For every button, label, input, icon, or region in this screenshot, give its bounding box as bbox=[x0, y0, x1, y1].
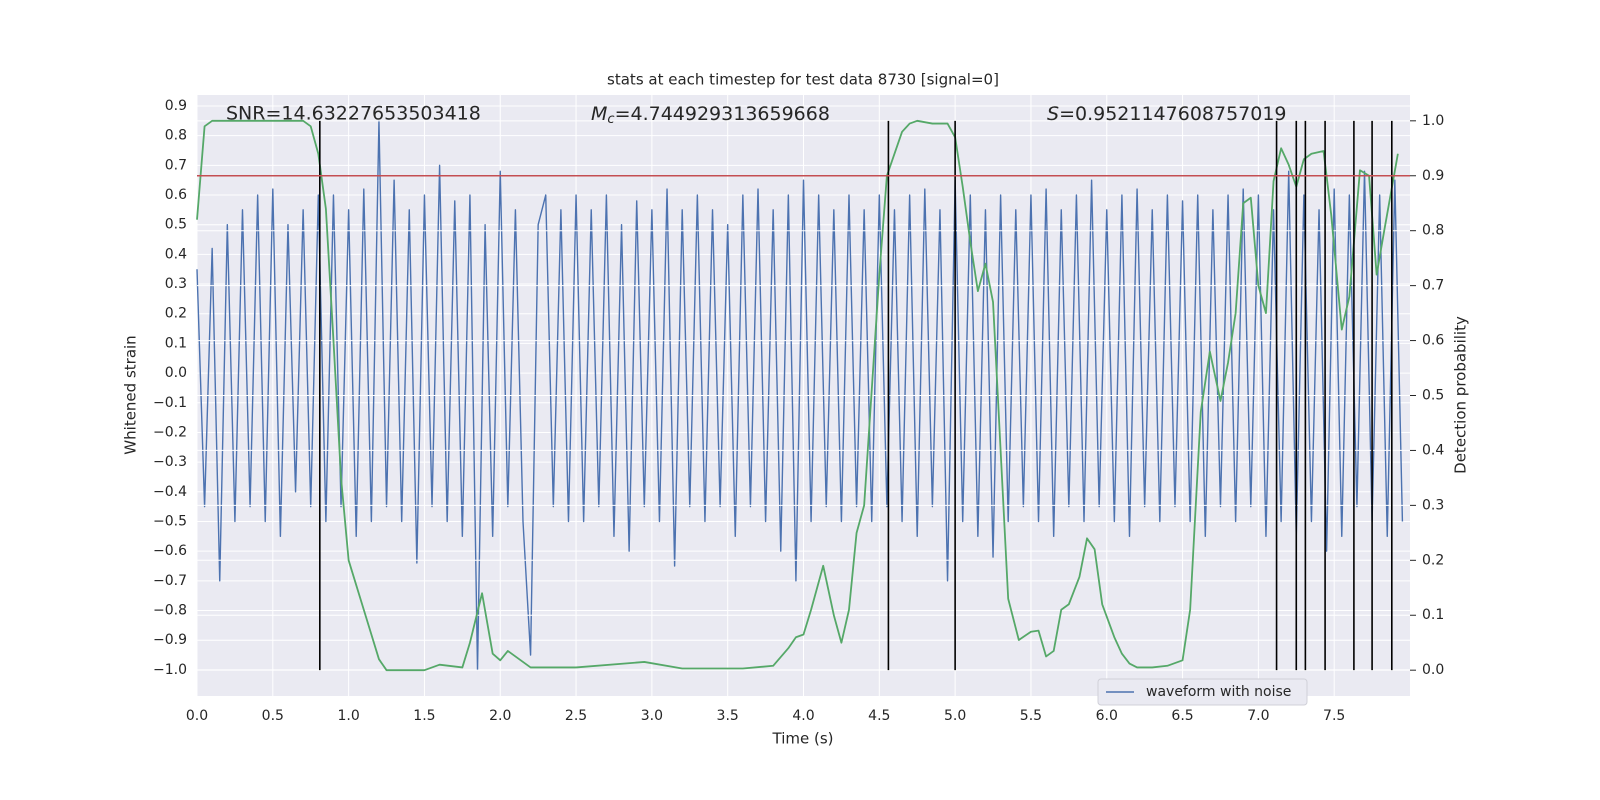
x-tick-label: 6.5 bbox=[1171, 708, 1193, 724]
secondary-layer bbox=[196, 119, 1410, 672]
y-tick-label: 0.9 bbox=[165, 98, 187, 114]
annotation-text: =0.9521147608757019 bbox=[1059, 103, 1286, 125]
annotation: SNR=14.63227653503418 bbox=[226, 103, 481, 125]
x-tick-label: 5.5 bbox=[1020, 708, 1042, 724]
y-tick-label: −0.9 bbox=[153, 632, 187, 648]
y-tick-label: −0.2 bbox=[153, 424, 187, 440]
y2-tick-label: 0.0 bbox=[1422, 662, 1444, 678]
y-tick-label: −0.8 bbox=[153, 603, 187, 619]
y-tick-label: −0.5 bbox=[153, 513, 187, 529]
x-tick-label: 6.0 bbox=[1096, 708, 1118, 724]
annotation-text: =4.744929313659668 bbox=[615, 103, 830, 125]
x-tick-label: 5.0 bbox=[944, 708, 966, 724]
x-tick-label: 7.5 bbox=[1323, 708, 1345, 724]
x-tick-label: 1.5 bbox=[413, 708, 435, 724]
y-tick-label: 0.0 bbox=[165, 365, 187, 381]
x-tick-label: 3.5 bbox=[717, 708, 739, 724]
y2-tick-label: 0.7 bbox=[1422, 278, 1444, 294]
y2-tick-label: 0.4 bbox=[1422, 442, 1444, 458]
y-tick-label: 0.4 bbox=[165, 246, 187, 262]
y-tick-label: 0.3 bbox=[165, 276, 187, 292]
series-line bbox=[196, 119, 1399, 672]
y-tick-label: 0.1 bbox=[165, 335, 187, 351]
y2-tick-label: 0.5 bbox=[1422, 388, 1444, 404]
y2-tick-label: 0.8 bbox=[1422, 223, 1444, 239]
y2-tick-label: 0.9 bbox=[1422, 168, 1444, 184]
annotation: S=0.9521147608757019 bbox=[1047, 103, 1287, 125]
y-tick-label: −1.0 bbox=[153, 662, 187, 678]
x-tick-label: 4.0 bbox=[792, 708, 814, 724]
y2-tick-label: 0.2 bbox=[1422, 552, 1444, 568]
y-tick-label: 0.5 bbox=[165, 217, 187, 233]
x-tick-label: 2.0 bbox=[489, 708, 511, 724]
annotation-symbol: M bbox=[591, 103, 607, 125]
y-tick-label: 0.7 bbox=[165, 157, 187, 173]
y-tick-label: −0.1 bbox=[153, 395, 187, 411]
y2-tick-label: 0.3 bbox=[1422, 497, 1444, 513]
y-tick-label: 0.6 bbox=[165, 187, 187, 203]
y-tick-label: −0.3 bbox=[153, 454, 187, 470]
x-tick-label: 0.0 bbox=[186, 708, 208, 724]
x-tick-label: 3.0 bbox=[641, 708, 663, 724]
x-tick-label: 2.5 bbox=[565, 708, 587, 724]
y-tick-label: 0.8 bbox=[165, 128, 187, 144]
y-axis-label: Whitened strain bbox=[122, 335, 140, 454]
y2-tick-label: 1.0 bbox=[1422, 113, 1444, 129]
y-tick-label: −0.6 bbox=[153, 543, 187, 559]
y-tick-label: −0.7 bbox=[153, 573, 187, 589]
series-line bbox=[196, 120, 1404, 671]
y2-tick-label: 0.1 bbox=[1422, 607, 1444, 623]
x-tick-label: 4.5 bbox=[868, 708, 890, 724]
y2-axis-label: Detection probability bbox=[1452, 316, 1470, 474]
y2-tick-label: 0.6 bbox=[1422, 333, 1444, 349]
legend-label: waveform with noise bbox=[1146, 684, 1291, 700]
x-tick-label: 7.0 bbox=[1247, 708, 1269, 724]
legend: waveform with noise bbox=[1097, 678, 1308, 706]
y-tick-label: 0.2 bbox=[165, 306, 187, 322]
chart-title: stats at each timestep for test data 873… bbox=[607, 71, 999, 89]
annotation-subscript: c bbox=[607, 112, 614, 127]
annotation-symbol: S bbox=[1047, 103, 1059, 125]
x-tick-label: 0.5 bbox=[262, 708, 284, 724]
annotation: Mc=4.744929313659668 bbox=[591, 103, 830, 127]
x-axis-label: Time (s) bbox=[772, 730, 834, 748]
x-tick-label: 1.0 bbox=[337, 708, 359, 724]
primary-layer bbox=[196, 95, 1410, 696]
y-tick-label: −0.4 bbox=[153, 484, 187, 500]
legend-box bbox=[1097, 678, 1308, 706]
